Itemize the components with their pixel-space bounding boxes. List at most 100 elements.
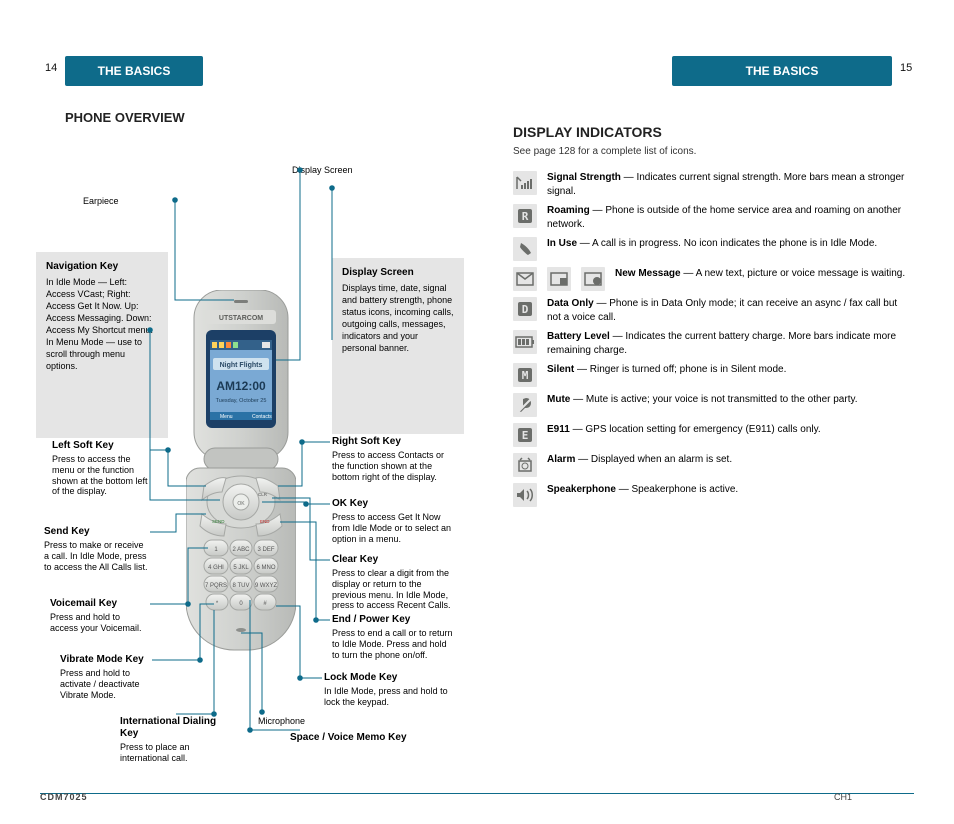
- indicator-text: E911 — GPS location setting for emergenc…: [547, 423, 913, 437]
- indicator-name: In Use: [547, 238, 577, 249]
- indicator-desc: — Speakerphone is active.: [616, 484, 738, 495]
- indicator-row: Signal Strength — Indicates current sign…: [513, 171, 913, 198]
- indicator-icon-msg3: [581, 267, 605, 291]
- svg-text:OK: OK: [237, 501, 245, 507]
- callout-send-text: Press to make or receive a call. In Idle…: [44, 540, 148, 572]
- callout-softleft-title: Left Soft Key: [52, 440, 148, 452]
- indicator-name: Mute: [547, 394, 570, 405]
- indicator-text: Signal Strength — Indicates current sign…: [547, 171, 913, 198]
- callout-intl-title: International Dialing Key: [120, 716, 230, 740]
- svg-text:4 GHI: 4 GHI: [208, 565, 224, 571]
- callout-earpiece: Earpiece: [83, 196, 119, 207]
- callout-intl: International Dialing Key Press to place…: [120, 716, 230, 764]
- callout-intl-text: Press to place an international call.: [120, 742, 230, 764]
- phone-brand-label: UTSTARCOM: [219, 315, 263, 322]
- callout-mic: Microphone: [258, 716, 305, 727]
- callout-lock-title: Lock Mode Key: [324, 672, 454, 684]
- indicator-name: New Message: [615, 268, 681, 279]
- phone-banner: Night Flights: [220, 362, 263, 369]
- callout-navkey-text: In Idle Mode — Left: Access VCast; Right…: [46, 276, 158, 373]
- indicator-icon-speaker: [513, 483, 537, 507]
- indicator-row: Battery Level — Indicates the current ba…: [513, 330, 913, 357]
- callout-softleft-text: Press to access the menu or the function…: [52, 454, 148, 497]
- indicator-row: Mute — Mute is active; your voice is not…: [513, 393, 913, 417]
- callout-lock: Lock Mode Key In Idle Mode, press and ho…: [324, 672, 454, 708]
- indicator-icon-mute: [513, 393, 537, 417]
- callout-lcd-title: Display Screen: [342, 266, 454, 280]
- indicator-icon-silent: M: [513, 363, 537, 387]
- indicator-icon-msg: [513, 267, 537, 291]
- indicator-desc: — Phone is in Data Only mode; it can rec…: [547, 298, 897, 323]
- svg-text:END: END: [260, 519, 270, 524]
- svg-text:9 WXYZ: 9 WXYZ: [255, 583, 278, 589]
- callout-softright-text: Press to access Contacts or the function…: [332, 450, 454, 482]
- footer-brand: CDM7025: [40, 792, 88, 802]
- svg-text:D: D: [522, 303, 529, 316]
- indicator-icon-batt: [513, 330, 537, 354]
- indicator-text: Roaming — Phone is outside of the home s…: [547, 204, 913, 231]
- manual-page-spread: 14 THE BASICS THE BASICS 15 PHONE OVERVI…: [0, 0, 954, 824]
- section-tab-left-label: THE BASICS: [65, 56, 203, 86]
- indicator-row: D Data Only — Phone is in Data Only mode;…: [513, 297, 913, 324]
- indicator-icon-e911: E: [513, 423, 537, 447]
- display-indicators-section: DISPLAY INDICATORS See page 128 for a co…: [513, 124, 913, 513]
- indicator-desc: — Ringer is turned off; phone is in Sile…: [574, 364, 786, 375]
- indicator-icon-inuse: [513, 237, 537, 261]
- phone-time: AM12:00: [216, 379, 266, 393]
- callout-end-title: End / Power Key: [332, 614, 454, 626]
- indicator-text: Speakerphone — Speakerphone is active.: [547, 483, 913, 497]
- callout-spk-title: Space / Voice Memo Key: [290, 732, 454, 744]
- callout-lcd-text: Displays time, date, signal and battery …: [342, 282, 454, 355]
- callout-clr: Clear Key Press to clear a digit from th…: [332, 554, 454, 611]
- indicator-text: Data Only — Phone is in Data Only mode; …: [547, 297, 913, 324]
- indicator-row: E E911 — GPS location setting for emergen…: [513, 423, 913, 447]
- indicator-name: Signal Strength: [547, 172, 621, 183]
- svg-text:6 MNO: 6 MNO: [256, 565, 275, 571]
- indicator-desc: — A call is in progress. No icon indicat…: [577, 238, 877, 249]
- indicators-subtitle: See page 128 for a complete list of icon…: [513, 146, 913, 157]
- footer-rule: [40, 793, 914, 794]
- svg-text:SEND: SEND: [212, 519, 225, 524]
- indicators-title: DISPLAY INDICATORS: [513, 124, 913, 140]
- callout-vm: Voicemail Key Press and hold to access y…: [50, 598, 148, 634]
- indicator-row: Alarm — Displayed when an alarm is set.: [513, 453, 913, 477]
- callout-vm-text: Press and hold to access your Voicemail.: [50, 612, 148, 634]
- callout-clr-text: Press to clear a digit from the display …: [332, 568, 454, 611]
- callout-ok: OK Key Press to access Get It Now from I…: [332, 498, 454, 544]
- indicator-text: Battery Level — Indicates the current ba…: [547, 330, 913, 357]
- indicator-icon-alarm: [513, 453, 537, 477]
- indicator-row: New Message — A new text, picture or voi…: [513, 267, 913, 291]
- indicator-row: Speakerphone — Speakerphone is active.: [513, 483, 913, 507]
- callout-vm-title: Voicemail Key: [50, 598, 148, 610]
- callout-softright-title: Right Soft Key: [332, 436, 454, 448]
- indicator-row: In Use — A call is in progress. No icon …: [513, 237, 913, 261]
- indicator-text: New Message — A new text, picture or voi…: [615, 267, 913, 281]
- phone-illustration: UTSTARCOM Night Flights AM12:00 Tuesday,…: [186, 290, 296, 652]
- callout-display: Display Screen: [292, 165, 353, 176]
- section-tab-right: THE BASICS: [672, 56, 892, 86]
- callout-navkey-title: Navigation Key: [46, 260, 158, 274]
- indicator-name: Alarm: [547, 454, 575, 465]
- phone-sk-left: Menu: [220, 414, 233, 420]
- indicator-desc: — Phone is outside of the home service a…: [547, 205, 901, 230]
- footer-chapter: CH1: [834, 792, 852, 802]
- indicator-name: Silent: [547, 364, 574, 375]
- indicator-icon-data: D: [513, 297, 537, 321]
- phone-date: Tuesday, October 25: [216, 398, 267, 404]
- callout-ok-title: OK Key: [332, 498, 454, 510]
- callout-end-text: Press to end a call or to return to Idle…: [332, 628, 454, 660]
- indicator-text: Silent — Ringer is turned off; phone is …: [547, 363, 913, 377]
- indicator-name: Battery Level: [547, 331, 610, 342]
- section-tab-right-label: THE BASICS: [672, 56, 892, 86]
- svg-text:CLR: CLR: [258, 492, 268, 497]
- callout-box-lcd: Display Screen Displays time, date, sign…: [332, 258, 464, 434]
- callout-vib-text: Press and hold to activate / deactivate …: [60, 668, 150, 700]
- callout-clr-title: Clear Key: [332, 554, 454, 566]
- phone-sk-right: Contacts: [252, 414, 272, 420]
- callout-vib: Vibrate Mode Key Press and hold to activ…: [60, 654, 150, 700]
- svg-text:M: M: [522, 369, 529, 382]
- indicator-desc: — Displayed when an alarm is set.: [575, 454, 732, 465]
- indicator-row: M Silent — Ringer is turned off; phone is…: [513, 363, 913, 387]
- page-number-right: 15: [900, 62, 912, 74]
- callout-send: Send Key Press to make or receive a call…: [44, 526, 148, 572]
